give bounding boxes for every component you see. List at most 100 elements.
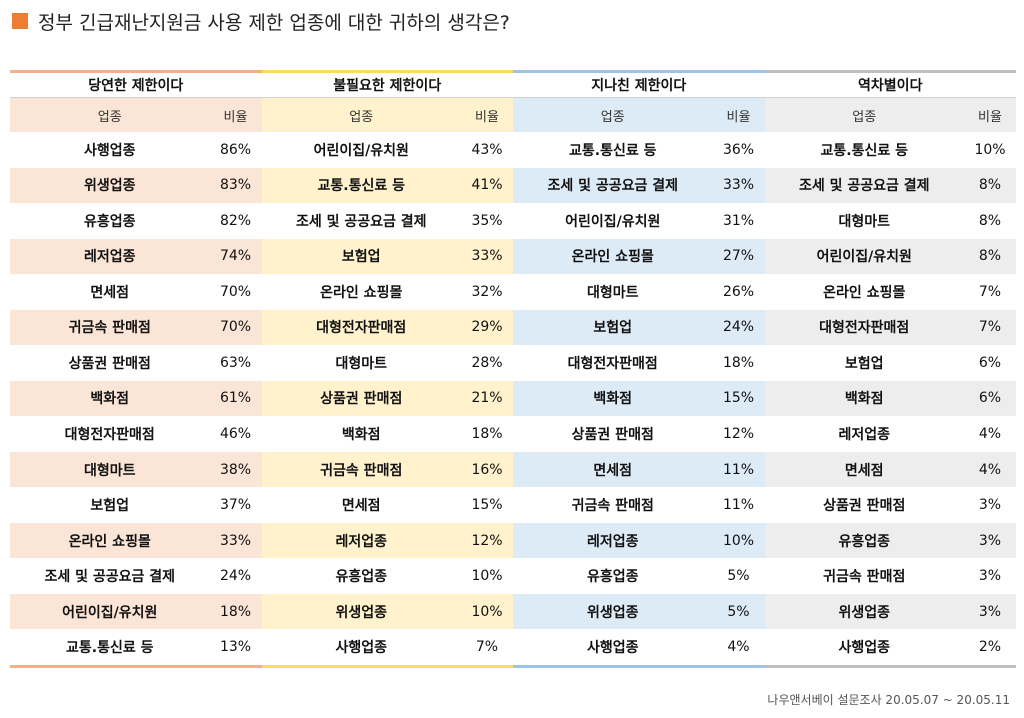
industry-name: 위생업종: [586, 604, 639, 621]
industry-name: 어린이집/유치원: [565, 213, 661, 230]
group-column: 불필요한 제한이다 업종 비율 어린이집/유치원 43% 교통.통신료 등 41% 조세 및 …: [261, 70, 514, 668]
source-footer: 나우앤서베이 설문조사 20.05.07 ~ 20.05.11: [767, 693, 1010, 707]
ratio-value: 24%: [219, 568, 252, 585]
table-row: 유흥업종 5%: [513, 558, 765, 594]
industry-name: 위생업종: [83, 178, 136, 195]
group-bottom-rule: [10, 664, 262, 668]
industry-name: 유흥업종: [838, 533, 891, 550]
table-row: 레저업종 12%: [261, 522, 513, 559]
subheader-row: 업종 비율: [764, 98, 1016, 132]
group-bottom-rule: [513, 664, 765, 668]
ratio-value: 35%: [471, 212, 503, 229]
title-text: 정부 긴급재난지원금 사용 제한 업종에 대한 귀하의 생각은?: [38, 11, 510, 34]
ratio-value: 5%: [727, 568, 750, 585]
table-row: 교통.통신료 등 41%: [261, 167, 513, 204]
table-row: 대형마트 28%: [262, 345, 514, 381]
table-row: 귀금속 판매점 3%: [765, 558, 1017, 594]
ratio-value: 33%: [471, 248, 503, 265]
ratio-value: 83%: [219, 177, 252, 194]
survey-table: 당연한 제한이다 업종 비율 사행업종 86% 위생업종 83% 유흥업종 82% 레저업종 74%…: [10, 70, 1016, 668]
ratio-value: 43%: [471, 141, 503, 158]
table-row: 백화점 18%: [262, 416, 514, 452]
ratio-value: 11%: [722, 497, 755, 514]
table-row: 어린이집/유치원 43%: [262, 132, 514, 168]
ratio-value: 7%: [978, 283, 1002, 300]
table-row: 조세 및 공공요금 결제 24%: [10, 558, 262, 594]
column-label-ratio: 비율: [223, 109, 248, 125]
ratio-value: 5%: [727, 603, 750, 620]
ratio-value: 4%: [727, 639, 750, 656]
table-row: 보험업 6%: [765, 345, 1017, 381]
group-bottom-rule: [764, 664, 1016, 668]
ratio-value: 3%: [978, 603, 1002, 620]
ratio-value: 10%: [471, 603, 503, 620]
industry-name: 사행업종: [838, 640, 891, 657]
ratio-value: 15%: [722, 390, 755, 407]
industry-name: 대형전자판매점: [567, 355, 658, 372]
ratio-value: 7%: [978, 319, 1002, 336]
table-row: 조세 및 공공요금 결제 33%: [513, 167, 765, 204]
ratio-value: 82%: [219, 212, 252, 229]
ratio-value: 8%: [978, 212, 1002, 229]
table-row: 보험업 37%: [10, 487, 262, 523]
table-row: 백화점 6%: [764, 380, 1016, 417]
ratio-value: 12%: [471, 532, 503, 549]
subheader-row: 업종 비율: [513, 98, 765, 132]
ratio-value: 18%: [471, 426, 503, 443]
industry-name: 어린이집/유치원: [816, 249, 912, 266]
industry-name: 어린이집/유치원: [313, 142, 409, 159]
ratio-value: 3%: [978, 532, 1002, 549]
table-row: 사행업종 7%: [262, 629, 514, 665]
industry-name: 대형전자판매점: [64, 427, 155, 444]
group-header: 불필요한 제한이다: [261, 70, 513, 98]
ratio-value: 46%: [219, 426, 252, 443]
table-row: 위생업종 5%: [513, 593, 765, 630]
ratio-value: 37%: [219, 497, 252, 514]
industry-name: 보험업: [593, 320, 633, 337]
ratio-value: 63%: [219, 354, 252, 371]
table-row: 대형전자판매점 29%: [261, 309, 513, 346]
table-row: 대형마트 8%: [765, 203, 1017, 239]
ratio-value: 32%: [471, 283, 503, 300]
table-row: 귀금속 판매점 70%: [10, 309, 262, 346]
table-row: 상품권 판매점 21%: [261, 380, 513, 417]
title-bullet-icon: [12, 13, 28, 29]
table-row: 사행업종 2%: [765, 629, 1017, 665]
ratio-value: 24%: [722, 319, 755, 336]
industry-name: 상품권 판매점: [823, 498, 906, 515]
column-label-ratio: 비율: [726, 109, 751, 125]
ratio-value: 38%: [219, 461, 252, 478]
table-row: 면세점 11%: [513, 451, 765, 488]
industry-name: 유흥업종: [335, 569, 388, 586]
ratio-value: 31%: [722, 212, 755, 229]
group-header: 당연한 제한이다: [10, 70, 262, 98]
industry-name: 백화점: [90, 391, 130, 408]
ratio-value: 2%: [978, 639, 1002, 656]
industry-name: 백화점: [844, 391, 884, 408]
industry-name: 상품권 판매점: [320, 391, 403, 408]
industry-name: 백화점: [593, 391, 633, 408]
table-row: 보험업 33%: [261, 238, 513, 275]
ratio-value: 6%: [978, 354, 1002, 371]
table-row: 교통.통신료 등 10%: [765, 132, 1017, 168]
table-row: 면세점 15%: [262, 487, 514, 523]
ratio-value: 11%: [722, 461, 755, 478]
ratio-value: 10%: [974, 141, 1006, 158]
industry-name: 면세점: [844, 462, 884, 479]
table-row: 백화점 61%: [10, 380, 262, 417]
industry-name: 조세 및 공공요금 결제: [547, 178, 679, 195]
table-row: 레저업종 4%: [765, 416, 1017, 452]
industry-name: 면세점: [341, 498, 381, 515]
group-column: 역차별이다 업종 비율 교통.통신료 등 10% 조세 및 공공요금 결제 8% 대형마트 8%…: [764, 70, 1017, 668]
table-row: 대형전자판매점 18%: [513, 345, 765, 381]
group-column: 당연한 제한이다 업종 비율 사행업종 86% 위생업종 83% 유흥업종 82% 레저업종 74%…: [10, 70, 262, 668]
ratio-value: 70%: [219, 319, 252, 336]
table-row: 면세점 70%: [10, 274, 262, 310]
table-row: 대형마트 38%: [10, 451, 262, 488]
industry-name: 백화점: [341, 427, 381, 444]
group-header: 지나친 제한이다: [513, 70, 765, 98]
column-label-industry: 업종: [97, 109, 122, 125]
industry-name: 사행업종: [586, 640, 639, 657]
ratio-value: 7%: [475, 639, 499, 656]
ratio-value: 8%: [978, 248, 1002, 265]
